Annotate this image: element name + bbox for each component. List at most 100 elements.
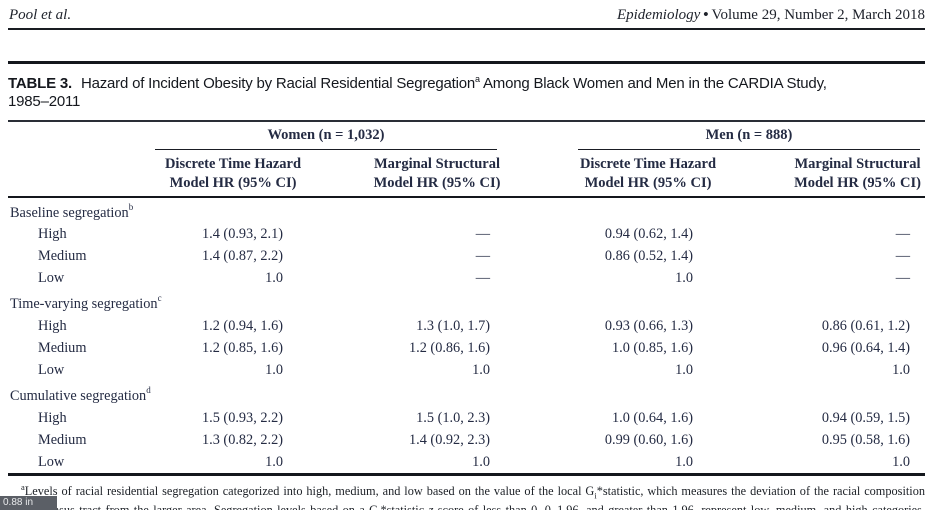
table-top-rule [8, 61, 925, 64]
row-label: High [38, 318, 67, 335]
hr-value-cell: 1.0 [472, 361, 490, 378]
hr-value-cell: 1.3 (0.82, 2.2) [201, 431, 283, 448]
column-header-men-dth: Discrete Time Hazard Model HR (95% CI) [556, 150, 740, 197]
column-header-text: Marginal Structural Model HR (95% CI) [794, 155, 921, 191]
footnote-line: of the census tract from the larger area… [8, 503, 926, 510]
hr-value-cell: 1.4 (0.93, 2.1) [201, 226, 283, 243]
journal-name: Epidemiology [616, 7, 701, 23]
table-row: Low 1.0 1.0 1.0 1.0 [8, 452, 925, 474]
table-row: Medium 1.2 (0.85, 1.6) 1.2 (0.86, 1.6) 1.0 … [8, 338, 925, 360]
table-title: TABLE 3. Hazard of Incident Obesity by Ra… [8, 64, 925, 111]
row-label: Low [38, 361, 65, 378]
table-title-line2: 1985–2011 [8, 93, 81, 110]
subheader-empty-cell [8, 150, 148, 197]
group-label: Time-varying segregationc [10, 293, 162, 313]
spanner-row: Women (n = 1,032) Men (n = 888) [8, 122, 925, 150]
row-label: Low [38, 453, 65, 470]
hr-value-cell: 1.2 (0.94, 1.6) [201, 318, 283, 335]
column-header-men-msm: Marginal Structural Model HR (95% CI) [740, 150, 925, 197]
row-label: Medium [38, 431, 87, 448]
bullet-separator: • [703, 7, 709, 23]
column-header-text: Marginal Structural [373, 155, 501, 172]
hr-value-cell: 1.0 [675, 361, 693, 378]
hr-value-cell: 0.86 (0.52, 1.4) [604, 247, 693, 264]
hr-value-cell: 1.0 [892, 361, 910, 378]
table-row: Medium 1.3 (0.82, 2.2) 1.4 (0.92, 2.3) 0.99… [8, 430, 925, 452]
hr-value-cell: — [475, 226, 490, 243]
column-header-text: Discrete Time Hazard [579, 155, 717, 172]
column-header-text: Model HR (95% CI) [584, 174, 712, 191]
hr-value-cell: 0.99 (0.60, 1.6) [604, 431, 693, 448]
table-row: Low 1.0 1.0 1.0 1.0 [8, 360, 925, 382]
row-label: High [38, 409, 67, 426]
group-label: Baseline segregationb [10, 201, 134, 221]
measurement-badge: 0.88 in [0, 496, 57, 510]
running-head-rule [8, 28, 925, 30]
issue-info: Volume 29, Number 2, March 2018 [711, 7, 925, 23]
table-block: TABLE 3. Hazard of Incident Obesity by Ra… [8, 61, 925, 510]
table-row: Medium 1.4 (0.87, 2.2) — 0.86 (0.52, 1.4) — [8, 246, 925, 268]
running-head-journal-issue: Epidemiology • Volume 29, Number 2, March … [617, 7, 925, 24]
hr-value-cell: 1.0 [265, 269, 283, 286]
table-group-row: Cumulative segregationd [8, 381, 925, 408]
row-label: High [38, 226, 67, 243]
hr-value-cell: 1.4 (0.92, 2.3) [408, 431, 490, 448]
table-row: High 1.2 (0.94, 1.6) 1.3 (1.0, 1.7) 0.93 (0… [8, 316, 925, 338]
table-body: Baseline segregationb High 1.4 (0.93, 2.1)… [8, 197, 925, 474]
footnote-line: aLevels of racial residential segregatio… [21, 481, 925, 501]
hr-value-cell: 0.86 (0.61, 1.2) [821, 318, 910, 335]
table-row: Low 1.0 — 1.0 — [8, 268, 925, 290]
hr-value-cell: 1.2 (0.86, 1.6) [408, 339, 490, 356]
table-title-text-cont: Among Black Women and Men in the CARDIA … [479, 75, 827, 92]
hr-value-cell: 1.0 [675, 269, 693, 286]
table-title-text: Hazard of Incident Obesity by Racial Res… [80, 75, 476, 92]
title-bottom-rule [8, 120, 925, 122]
hr-value-cell: 1.5 (1.0, 2.3) [416, 409, 490, 426]
row-label: Low [38, 269, 65, 286]
table-bottom-rule [8, 473, 925, 476]
hr-value-cell: 1.3 (1.0, 1.7) [416, 318, 490, 335]
spanner-men: Men (n = 888) [578, 122, 920, 150]
hr-value-cell: 0.95 (0.58, 1.6) [821, 431, 910, 448]
title-footnote-marker: a [475, 74, 480, 84]
table-row: High 1.5 (0.93, 2.2) 1.5 (1.0, 2.3) 1.0 (0.… [8, 408, 925, 430]
hr-value-cell: — [895, 269, 910, 286]
hr-value-cell: — [895, 226, 910, 243]
hr-value-cell: 1.0 [265, 453, 283, 470]
spanner-women: Women (n = 1,032) [155, 122, 497, 150]
hr-value-cell: 0.93 (0.66, 1.3) [604, 318, 693, 335]
table-number-label: TABLE 3. [8, 75, 72, 92]
row-label: Medium [38, 247, 87, 264]
hr-value-cell: 1.5 (0.93, 2.2) [201, 409, 283, 426]
hr-value-cell: 1.0 [265, 361, 283, 378]
group-label: Cumulative segregationd [10, 385, 151, 405]
column-header-women-msm: Marginal Structural Model HR (95% CI) [318, 150, 556, 197]
spanner-empty-cell [8, 122, 148, 150]
spanner-cell-men: Men (n = 888) [556, 122, 925, 150]
hr-value-cell: — [475, 247, 490, 264]
table-group-row: Time-varying segregationc [8, 289, 925, 316]
column-header-text: Model HR (95% CI) [169, 174, 297, 191]
table-row: High 1.4 (0.93, 2.1) — 0.94 (0.62, 1.4) — [8, 224, 925, 246]
hr-value-cell: — [475, 269, 490, 286]
table-title-line1: TABLE 3. Hazard of Incident Obesity by Ra… [8, 70, 925, 93]
column-header-text: Discrete Time Hazard [164, 155, 302, 172]
hr-value-cell: — [895, 247, 910, 264]
table-group-row: Baseline segregationb [8, 197, 925, 225]
hazard-table: Women (n = 1,032) Men (n = 888) Discrete… [8, 122, 925, 474]
hr-value-cell: 1.0 (0.85, 1.6) [611, 339, 693, 356]
hr-value-cell: 1.0 [892, 453, 910, 470]
table-header: Women (n = 1,032) Men (n = 888) Discrete… [8, 122, 925, 197]
running-head: Pool et al. Epidemiology • Volume 29, Numb… [0, 0, 936, 25]
hr-value-cell: 0.94 (0.62, 1.4) [604, 226, 693, 243]
hr-value-cell: 1.4 (0.87, 2.2) [201, 247, 283, 264]
running-head-authors: Pool et al. [9, 7, 72, 23]
hr-value-cell: 1.0 (0.64, 1.6) [611, 409, 693, 426]
hr-value-cell: 0.96 (0.64, 1.4) [821, 339, 910, 356]
hr-value-cell: 1.2 (0.85, 1.6) [201, 339, 283, 356]
column-header-text: Model HR (95% CI) [373, 174, 501, 191]
hr-value-cell: 1.0 [675, 453, 693, 470]
hr-value-cell: 1.0 [472, 453, 490, 470]
spanner-cell-women: Women (n = 1,032) [148, 122, 556, 150]
